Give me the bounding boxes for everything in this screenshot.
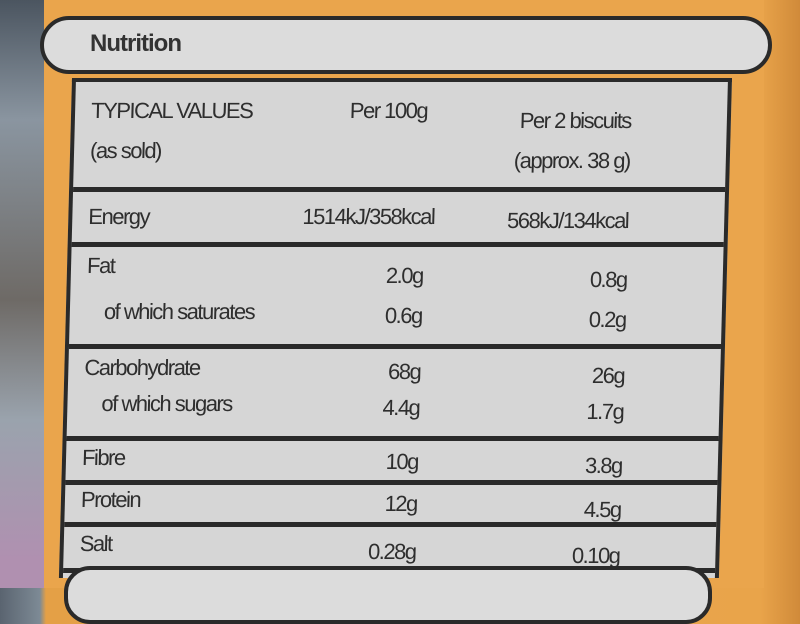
table-row-fat: Fat 2.0g 0.8g of which saturates 0.6g 0.… [68,247,724,349]
nutrition-title: Nutrition [90,30,182,57]
per-serving-value: 0.2g [588,307,627,332]
per-100g-value: 0.28g [367,539,416,564]
per-100g-header: Per 100g [349,98,428,123]
per-100g-value: 68g [387,359,421,384]
nutrition-table: TYPICAL VALUES (as sold) Per 100g Per 2 … [58,78,732,578]
row-label: Fibre [81,445,126,470]
per-serving-value: 0.8g [589,267,628,292]
table-row-energy: Energy 1514kJ/358kcal 568kJ/134kcal [71,192,726,247]
table-row-fibre: Fibre 10g 3.8g [65,441,719,485]
per-serving-value: 3.8g [584,453,623,478]
row-sublabel: of which saturates [103,299,255,324]
per-100g-value: 4.4g [382,395,420,420]
table-row-carbohydrate: Carbohydrate 68g 26g of which sugars 4.4… [66,349,721,441]
typical-values-label: TYPICAL VALUES [90,98,253,123]
per-serving-value: 1.7g [586,399,624,424]
table-row-protein: Protein 12g 4.5g [64,485,718,527]
per-100g-value: 0.6g [384,303,423,328]
row-label: Protein [80,487,141,512]
per-100g-value: 2.0g [385,263,424,288]
row-label: Energy [88,204,150,229]
per-serving-note: (approx. 38 g) [513,148,631,173]
row-sublabel: of which sugars [101,391,233,416]
as-sold-label: (as sold) [89,138,162,163]
background-blur [0,0,44,588]
per-serving-value: 568kJ/134kcal [506,208,629,233]
table-header-row: TYPICAL VALUES (as sold) Per 100g Per 2 … [73,82,728,192]
per-100g-value: 10g [385,449,419,474]
nutrition-header: Nutrition [40,16,772,74]
per-100g-value: 12g [384,491,418,516]
row-label: Carbohydrate [84,355,201,380]
per-serving-value: 26g [591,363,625,388]
per-serving-header: Per 2 biscuits [519,108,632,133]
per-serving-value: 4.5g [583,497,622,522]
row-label: Fat [86,253,115,278]
next-panel-edge [64,566,712,624]
per-100g-value: 1514kJ/358kcal [302,204,435,229]
row-label: Salt [79,531,113,556]
